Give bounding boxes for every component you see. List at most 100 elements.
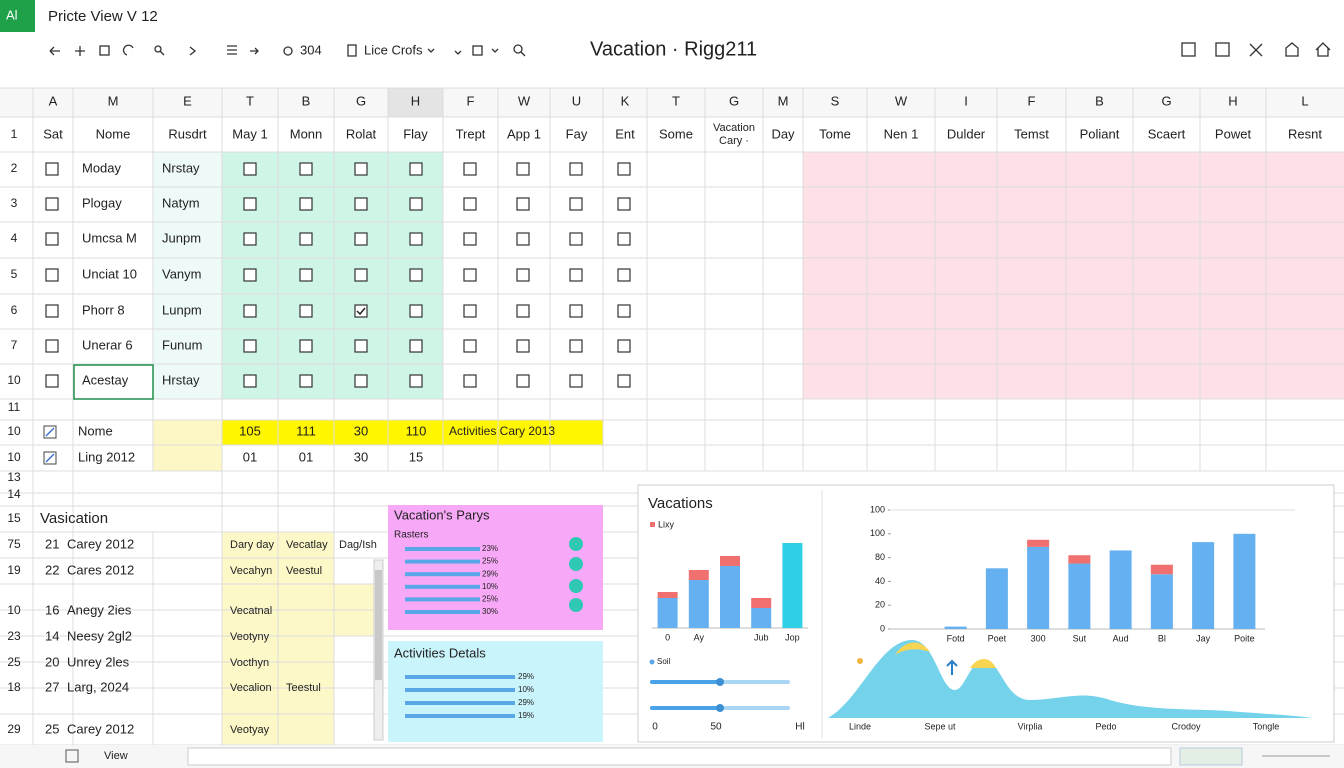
checkbox[interactable]	[45, 374, 59, 388]
column-letter: T	[672, 93, 680, 108]
checkbox[interactable]	[45, 232, 59, 246]
checkbox[interactable]	[354, 339, 368, 353]
checkbox[interactable]	[617, 374, 631, 388]
checkbox[interactable]	[516, 197, 530, 211]
row-number: 1	[11, 127, 18, 141]
checkbox[interactable]	[243, 374, 257, 388]
row-number: 6	[11, 303, 18, 317]
checkbox[interactable]	[354, 268, 368, 282]
checkbox[interactable]	[354, 232, 368, 246]
x-tick-label: Bl	[1158, 633, 1166, 643]
list-cell: Vecatlay	[286, 539, 328, 551]
checkbox[interactable]	[354, 197, 368, 211]
checkbox[interactable]	[516, 304, 530, 318]
checkbox[interactable]	[299, 162, 313, 176]
progress-bar	[405, 701, 515, 705]
checkbox[interactable]	[354, 374, 368, 388]
checkbox[interactable]	[409, 268, 423, 282]
checkbox[interactable]	[569, 304, 583, 318]
list-cell: Dary day	[230, 539, 275, 551]
toolbar-font[interactable]: Lice Crofs	[364, 42, 423, 57]
checkbox[interactable]	[409, 374, 423, 388]
column-letter: F	[467, 93, 475, 108]
panel-icon	[569, 537, 583, 551]
checkbox[interactable]	[463, 339, 477, 353]
checkbox[interactable]	[409, 197, 423, 211]
checkbox[interactable]	[409, 162, 423, 176]
checkbox[interactable]	[299, 374, 313, 388]
formula-box[interactable]	[187, 747, 1172, 766]
checkbox[interactable]	[409, 232, 423, 246]
checkbox[interactable]	[243, 268, 257, 282]
summary-cell: 30	[354, 423, 368, 438]
checkbox[interactable]	[45, 268, 59, 282]
checkbox[interactable]	[569, 268, 583, 282]
checkbox[interactable]	[243, 232, 257, 246]
row-number: 10	[7, 603, 21, 617]
checkbox[interactable]	[45, 197, 59, 211]
checkbox[interactable]	[45, 162, 59, 176]
checkbox[interactable]	[569, 374, 583, 388]
column-letter: I	[964, 93, 968, 108]
checkbox[interactable]	[299, 339, 313, 353]
list-cell: Veestul	[286, 565, 322, 577]
checkbox[interactable]	[354, 304, 368, 318]
checkbox[interactable]	[409, 339, 423, 353]
checkbox[interactable]	[463, 232, 477, 246]
checkbox[interactable]	[617, 339, 631, 353]
slider-knob[interactable]	[716, 678, 724, 686]
progress-label: 10%	[518, 685, 534, 694]
checkbox[interactable]	[463, 374, 477, 388]
checkbox[interactable]	[516, 268, 530, 282]
toolbar-icons[interactable]	[49, 42, 1331, 57]
checkbox[interactable]	[516, 374, 530, 388]
checkbox[interactable]	[299, 232, 313, 246]
checkbox[interactable]	[45, 339, 59, 353]
progress-bar	[405, 610, 480, 614]
checkbox[interactable]	[617, 304, 631, 318]
status-sheet-icon[interactable]	[65, 749, 79, 763]
checkbox[interactable]	[463, 304, 477, 318]
checkbox[interactable]	[354, 162, 368, 176]
checkbox[interactable]	[299, 268, 313, 282]
yellow-band	[222, 420, 603, 445]
column-letter: T	[246, 93, 254, 108]
checkbox[interactable]	[299, 304, 313, 318]
status-button[interactable]	[1179, 747, 1243, 766]
area-arrow	[946, 659, 958, 675]
checkbox[interactable]	[516, 339, 530, 353]
slider-knob[interactable]	[716, 704, 724, 712]
checkbox[interactable]	[617, 232, 631, 246]
checkbox[interactable]	[45, 304, 59, 318]
row-number: 18	[7, 680, 21, 694]
status-view[interactable]: View	[104, 750, 128, 762]
checkbox[interactable]	[243, 162, 257, 176]
checkbox[interactable]	[516, 162, 530, 176]
row-number: 13	[7, 470, 21, 484]
list-title: Vasication	[40, 510, 108, 527]
toolbar-zoom[interactable]: 304	[300, 42, 322, 57]
checkbox[interactable]	[463, 268, 477, 282]
checkbox[interactable]	[569, 339, 583, 353]
row-number: 75	[7, 537, 21, 551]
checkbox[interactable]	[299, 197, 313, 211]
checkbox[interactable]	[463, 197, 477, 211]
checkbox[interactable]	[617, 197, 631, 211]
checkbox[interactable]	[243, 304, 257, 318]
header-cell: Trept	[456, 126, 486, 141]
checkbox[interactable]	[569, 197, 583, 211]
checkbox[interactable]	[409, 304, 423, 318]
checkbox[interactable]	[243, 339, 257, 353]
checkbox[interactable]	[569, 162, 583, 176]
x-tick-label: 0	[665, 632, 670, 642]
area-shape	[828, 640, 1312, 718]
checkbox[interactable]	[617, 162, 631, 176]
name-cell: Moday	[82, 160, 122, 175]
checkbox[interactable]	[463, 162, 477, 176]
checkbox[interactable]	[569, 232, 583, 246]
checkbox[interactable]	[516, 232, 530, 246]
name-cell: Plogay	[82, 195, 122, 210]
checkbox[interactable]	[243, 197, 257, 211]
checkbox[interactable]	[617, 268, 631, 282]
